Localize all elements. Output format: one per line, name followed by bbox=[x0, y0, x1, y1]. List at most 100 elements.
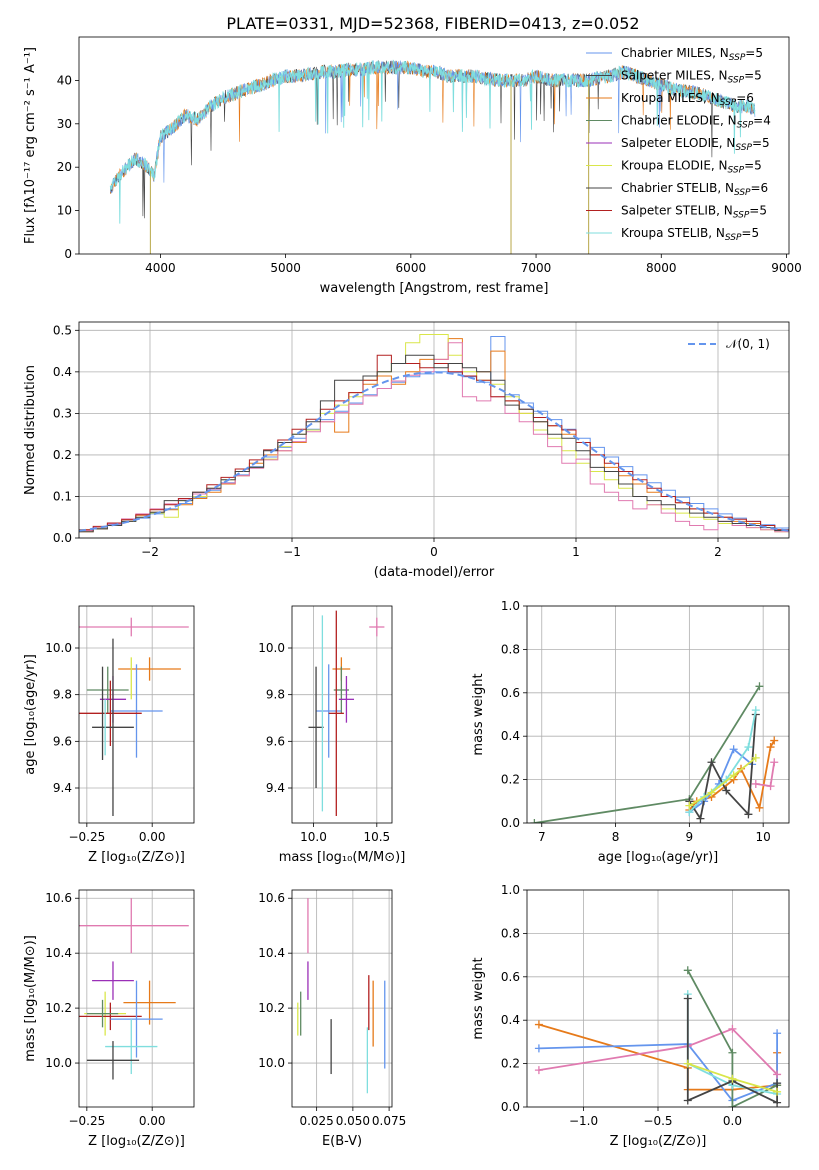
x-axis-label: age [log₁₀(age/yr)] bbox=[598, 850, 719, 865]
legend-text: Chabrier MILES, N bbox=[621, 46, 729, 60]
y-tick-label: 0.2 bbox=[53, 448, 72, 462]
legend-subscript: SSP bbox=[733, 211, 750, 221]
x-tick-label: 0.075 bbox=[372, 1114, 406, 1128]
plot-area bbox=[530, 682, 779, 823]
x-tick-label: −0.5 bbox=[643, 1114, 672, 1128]
plot-area bbox=[79, 334, 789, 533]
legend-count: =5 bbox=[744, 159, 762, 173]
y-tick-label: 0.6 bbox=[501, 686, 520, 700]
y-tick-label: 1.0 bbox=[501, 599, 520, 613]
mass-weight-marker bbox=[683, 1096, 692, 1105]
legend-text: Salpeter MILES, N bbox=[621, 69, 728, 83]
mass-weight-marker bbox=[728, 1103, 737, 1107]
x-tick-label: 5000 bbox=[270, 261, 301, 275]
legend-entry: 𝒩(0, 1) bbox=[726, 337, 770, 351]
mass-weight-marker bbox=[773, 1098, 782, 1107]
legend-count: =5 bbox=[744, 69, 762, 83]
y-axis-label: age [log₁₀(age/yr)] bbox=[23, 654, 38, 775]
y-tick-label: 0.8 bbox=[501, 926, 520, 940]
axes-frame bbox=[78, 605, 195, 824]
y-tick-label: 10.4 bbox=[258, 946, 285, 960]
y-tick-label: 10 bbox=[57, 204, 72, 218]
y-tick-label: 9.4 bbox=[53, 781, 72, 795]
plot-area bbox=[308, 610, 385, 816]
x-tick-label: −0.25 bbox=[68, 830, 105, 844]
x-tick-label: 0.00 bbox=[139, 830, 166, 844]
mass-weight-marker bbox=[773, 1087, 782, 1096]
legend-count: =6 bbox=[736, 91, 754, 105]
x-axis-label: wavelength [Angstrom, rest frame] bbox=[320, 281, 549, 296]
mass-weight-marker bbox=[683, 1059, 692, 1068]
mass-weight-line bbox=[534, 685, 761, 823]
x-tick-label: −0.25 bbox=[68, 1114, 105, 1128]
plot-area bbox=[79, 898, 189, 1080]
y-tick-label: 10.2 bbox=[45, 1001, 72, 1015]
x-tick-label: −1.0 bbox=[569, 1114, 598, 1128]
legend-entry: Chabrier MILES, NSSP=5 bbox=[621, 46, 763, 63]
y-tick-label: 9.6 bbox=[266, 734, 285, 748]
mass-weight-marker bbox=[534, 1066, 543, 1075]
mass-weight-marker bbox=[722, 786, 731, 795]
residuals-panel: −2 −1 0 1 2 0.0 0.1 0.2 0.3 0.4 0.5 (data-model)/er… bbox=[23, 321, 790, 580]
mass-weight-marker bbox=[766, 782, 775, 791]
y-tick-label: 0.0 bbox=[53, 531, 72, 545]
y-tick-label: 1.0 bbox=[501, 883, 520, 897]
y-tick-label: 9.8 bbox=[266, 688, 285, 702]
histogram-step-line bbox=[79, 336, 789, 531]
y-tick-label: 0 bbox=[64, 247, 72, 261]
x-tick-label: 9 bbox=[686, 830, 694, 844]
y-tick-label: 10.0 bbox=[258, 641, 285, 655]
x-tick-label: −2 bbox=[141, 545, 159, 559]
mass-weight-line bbox=[688, 714, 757, 822]
axes-frame bbox=[291, 605, 393, 824]
x-tick-label: 8 bbox=[612, 830, 620, 844]
y-tick-label: 0.0 bbox=[501, 816, 520, 830]
axes-frame bbox=[78, 36, 790, 255]
figure-title: PLATE=0331, MJD=52368, FIBERID=0413, z=0… bbox=[226, 14, 639, 33]
legend-count: =5 bbox=[741, 226, 759, 240]
y-tick-label: 30 bbox=[57, 117, 72, 131]
mass-weight-marker bbox=[744, 810, 753, 819]
mass-weight-marker bbox=[534, 1044, 543, 1053]
mass-weight-marker bbox=[751, 779, 760, 788]
legend-text: Kroupa MILES, N bbox=[621, 91, 720, 105]
y-tick-label: 10.4 bbox=[45, 946, 72, 960]
y-tick-label: 10.0 bbox=[258, 1056, 285, 1070]
legend-text: Kroupa ELODIE, N bbox=[621, 159, 728, 173]
x-tick-label: 0.050 bbox=[336, 1114, 370, 1128]
x-tick-label: 6000 bbox=[396, 261, 427, 275]
mass-weight-marker bbox=[755, 803, 764, 812]
y-tick-label: 0.2 bbox=[501, 1057, 520, 1071]
legend-text: Salpeter STELIB, N bbox=[621, 204, 733, 218]
mass-weight-marker bbox=[728, 1024, 737, 1033]
legend-subscript: SSP bbox=[735, 143, 752, 153]
mass-weight-marker bbox=[530, 819, 539, 823]
x-tick-label: −1 bbox=[283, 545, 301, 559]
mass-weight-marker bbox=[770, 736, 779, 745]
legend-text: Chabrier ELODIE, N bbox=[621, 114, 737, 128]
mass-weight-marker bbox=[707, 758, 716, 767]
legend-subscript: SSP bbox=[725, 233, 742, 243]
y-tick-label: 0.0 bbox=[501, 1100, 520, 1114]
y-tick-label: 9.4 bbox=[266, 781, 285, 795]
mass-weight-marker bbox=[683, 994, 692, 1003]
plot-area bbox=[297, 898, 386, 1094]
plot-area bbox=[79, 617, 189, 816]
mass-weight-marker bbox=[729, 771, 738, 780]
mass-weight-line bbox=[688, 757, 757, 807]
mass-weight-marker bbox=[751, 753, 760, 762]
mass-weight-marker bbox=[683, 966, 692, 975]
x-tick-label: 0.00 bbox=[139, 1114, 166, 1128]
mass-weight-marker bbox=[773, 1029, 782, 1038]
legend-count: =5 bbox=[749, 204, 767, 218]
legend-subscript: SSP bbox=[734, 188, 751, 198]
age-vs-metallicity-panel: −0.25 0.00 9.4 9.6 9.8 10.0 Z [log₁₀(Z/Z⊙)] age… bbox=[23, 605, 195, 865]
mass-weight-marker bbox=[728, 1074, 737, 1083]
x-tick-label: 2 bbox=[714, 545, 722, 559]
legend-entry: Kroupa STELIB, NSSP=5 bbox=[621, 226, 759, 243]
mass-weight-marker bbox=[766, 743, 775, 752]
mass-weight-marker bbox=[755, 682, 764, 691]
mass-weight-line bbox=[688, 710, 757, 813]
y-tick-label: 0.1 bbox=[53, 489, 72, 503]
mass-weight-marker bbox=[773, 1079, 782, 1088]
